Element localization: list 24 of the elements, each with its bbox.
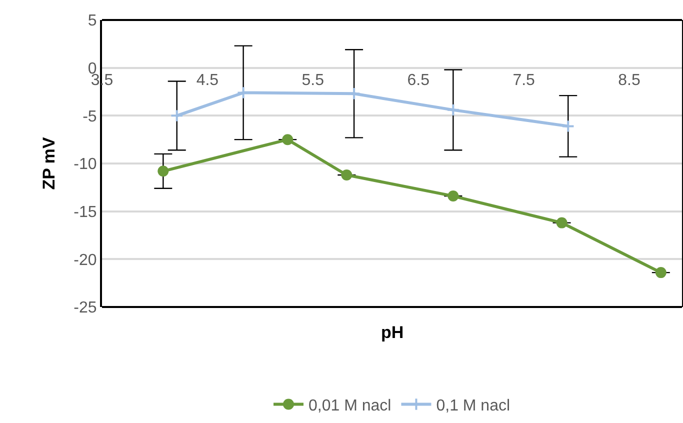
point	[448, 190, 459, 202]
legend-label: 0,1 M nacl	[436, 398, 510, 414]
legend-label: 0,01 M nacl	[308, 398, 392, 414]
y-tick-label: 5	[88, 12, 97, 30]
y-tick-label: -5	[82, 108, 97, 126]
point	[158, 166, 169, 177]
point	[446, 103, 460, 117]
point	[655, 267, 666, 278]
x-tick-label: 4.5	[196, 72, 219, 89]
point	[170, 109, 184, 122]
x-tick-label: 8.5	[618, 72, 640, 89]
y-tick-label: -20	[74, 252, 97, 269]
y-tick-label: -15	[74, 204, 97, 221]
x-tick-label: 6.5	[407, 72, 430, 89]
x-tick-label: 7.5	[512, 72, 536, 89]
point	[341, 169, 352, 180]
y-tick-label: -25	[74, 300, 97, 317]
x-axis-title: pH	[381, 323, 404, 342]
y-tick-label: -10	[74, 156, 97, 174]
point	[282, 134, 294, 146]
x-tick-label: 5.5	[302, 72, 324, 89]
y-axis-title: ZP mV	[40, 136, 59, 190]
point	[562, 120, 575, 133]
point	[556, 217, 568, 228]
